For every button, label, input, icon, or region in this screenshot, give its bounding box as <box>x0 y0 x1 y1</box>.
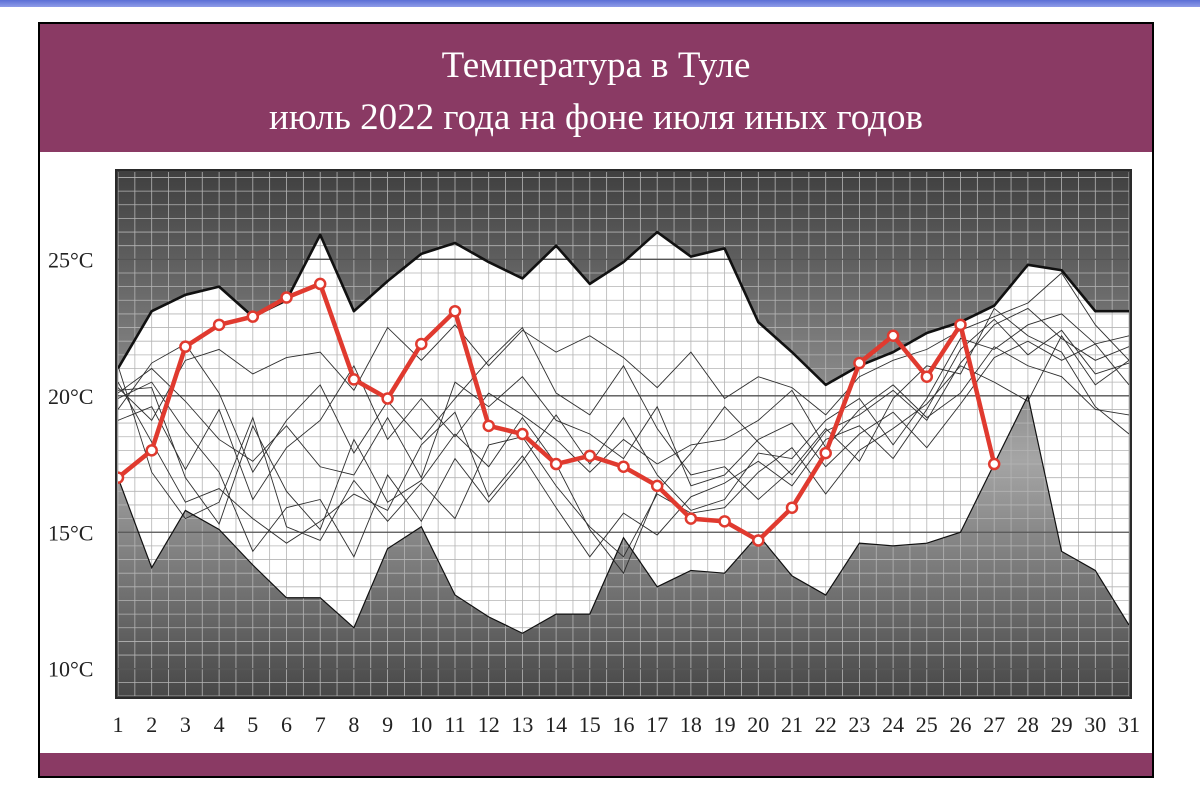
x-tick-label: 25 <box>916 712 938 737</box>
x-tick-label: 13 <box>511 712 533 737</box>
current-year-point <box>179 340 192 353</box>
x-tick-label: 2 <box>146 712 157 737</box>
x-tick-label: 15 <box>579 712 601 737</box>
current-year-point <box>886 329 900 342</box>
current-year-point <box>785 501 799 514</box>
x-tick-label: 12 <box>478 712 500 737</box>
other-year-line <box>118 307 1129 501</box>
current-year-point <box>118 471 125 484</box>
x-tick-label: 7 <box>315 712 326 737</box>
x-tick-label: 26 <box>950 712 972 737</box>
x-tick-label: 4 <box>214 712 225 737</box>
x-tick-label: 16 <box>613 712 635 737</box>
x-tick-label: 19 <box>714 712 736 737</box>
current-year-point <box>752 534 765 547</box>
top-accent-bar <box>0 0 1200 7</box>
current-year-point <box>920 370 934 383</box>
x-tick-label: 1 <box>113 712 124 737</box>
grid <box>118 172 1129 696</box>
x-tick-label: 8 <box>348 712 359 737</box>
x-tick-label: 18 <box>680 712 702 737</box>
current-year-point <box>617 460 630 473</box>
current-year-point <box>987 457 1001 471</box>
current-year-point <box>415 337 428 351</box>
x-tick-label: 23 <box>848 712 870 737</box>
x-tick-label: 30 <box>1084 712 1106 737</box>
other-year-line <box>118 318 1129 558</box>
current-year-point <box>313 277 327 291</box>
x-tick-label: 27 <box>983 712 1005 737</box>
x-tick-label: 10 <box>410 712 432 737</box>
current-year-point <box>516 427 529 441</box>
x-tick-label: 9 <box>382 712 393 737</box>
other-year-line <box>118 340 1129 487</box>
x-tick-label: 28 <box>1017 712 1039 737</box>
current-year-point <box>583 449 597 463</box>
chart-header: Температура в Туле июль 2022 года на фон… <box>40 24 1152 152</box>
current-year-point <box>853 356 866 370</box>
current-year-point <box>718 515 731 528</box>
current-year-point <box>280 291 293 304</box>
x-tick-label: 11 <box>444 712 465 737</box>
chart-title-line1: Температура в Туле <box>441 45 751 86</box>
current-year-point <box>246 310 260 323</box>
y-tick-label: 25°C <box>48 247 93 272</box>
other-year-line <box>118 313 1129 558</box>
x-tick-label: 5 <box>247 712 258 737</box>
x-tick-label: 20 <box>747 712 769 737</box>
current-year-point <box>381 392 394 405</box>
x-tick-label: 6 <box>281 712 292 737</box>
current-year-point <box>212 318 226 332</box>
current-year-point <box>684 512 698 525</box>
x-tick-label: 21 <box>781 712 803 737</box>
y-tick-label: 15°C <box>48 520 93 545</box>
y-tick-label: 10°C <box>48 657 93 682</box>
current-year-point <box>954 318 967 332</box>
envelope-min-line <box>118 393 1129 634</box>
current-year-point <box>549 457 563 471</box>
current-year-point <box>448 304 462 318</box>
x-tick-label: 24 <box>882 712 904 737</box>
x-tick-label: 17 <box>646 712 668 737</box>
other-year-line <box>118 334 1129 558</box>
chart-title-line2: июль 2022 года на фоне июля иных годов <box>269 97 923 138</box>
x-tick-label: 14 <box>545 712 567 737</box>
x-tick-label: 31 <box>1118 712 1140 737</box>
y-tick-label: 20°C <box>48 384 93 409</box>
x-tick-label: 22 <box>815 712 837 737</box>
x-tick-label: 29 <box>1051 712 1073 737</box>
other-year-line <box>118 346 1129 501</box>
current-year-point <box>650 479 664 493</box>
current-year-point <box>482 419 495 433</box>
current-year-point <box>145 444 158 457</box>
current-year-point <box>819 446 832 460</box>
chart-footer <box>40 753 1152 776</box>
current-year-point <box>347 373 361 386</box>
other-year-line <box>118 307 1129 575</box>
x-tick-label: 3 <box>180 712 191 737</box>
